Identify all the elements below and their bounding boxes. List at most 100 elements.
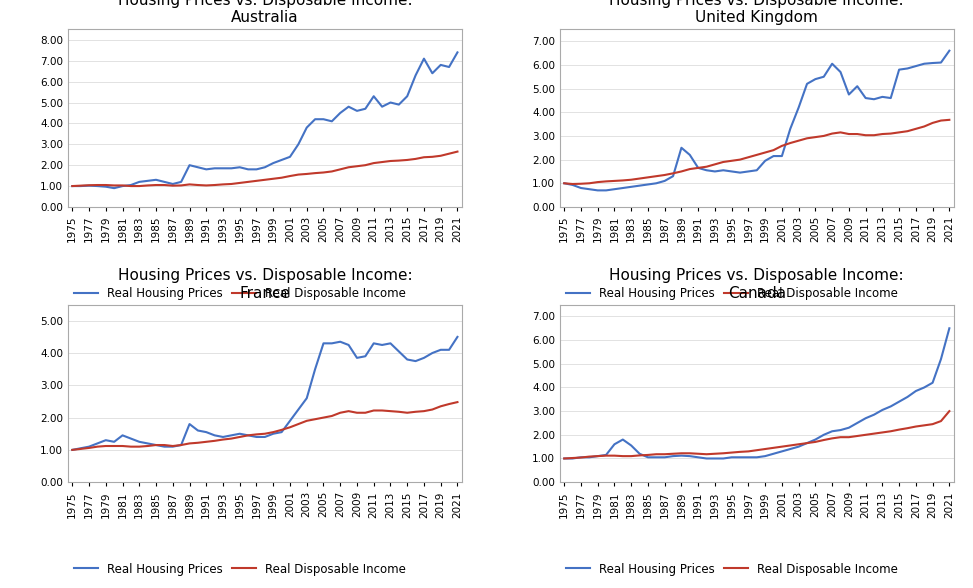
Real Disposable Income — [944, 116, 955, 123]
Real Disposable Income — [91, 182, 103, 189]
Real Disposable Income — [575, 454, 587, 461]
Real Housing Prices — [768, 152, 779, 159]
Real Housing Prices — [884, 95, 896, 102]
Real Housing Prices — [868, 411, 880, 418]
Real Disposable Income — [617, 177, 629, 184]
Real Housing Prices — [768, 450, 779, 457]
Line: Real Disposable Income: Real Disposable Income — [564, 120, 950, 184]
Real Disposable Income — [117, 443, 128, 450]
Real Disposable Income — [667, 170, 679, 177]
Real Housing Prices — [826, 427, 838, 435]
Real Housing Prices — [617, 436, 629, 443]
Real Disposable Income — [893, 426, 905, 433]
Real Disposable Income — [126, 443, 137, 450]
Real Housing Prices — [91, 182, 103, 189]
Real Disposable Income — [309, 169, 321, 176]
Real Housing Prices — [835, 68, 847, 75]
Real Disposable Income — [735, 156, 746, 163]
Real Disposable Income — [451, 148, 463, 155]
Real Disposable Income — [209, 437, 221, 445]
Real Housing Prices — [167, 443, 179, 450]
Real Housing Prices — [566, 182, 578, 189]
Real Disposable Income — [776, 142, 788, 149]
Real Disposable Income — [150, 182, 162, 189]
Real Housing Prices — [884, 403, 896, 410]
Real Disposable Income — [393, 157, 405, 164]
Real Disposable Income — [784, 139, 796, 146]
Real Housing Prices — [259, 433, 270, 440]
Real Housing Prices — [843, 424, 854, 431]
Real Housing Prices — [284, 417, 296, 425]
Real Housing Prices — [659, 178, 670, 185]
Real Disposable Income — [884, 130, 896, 137]
Real Disposable Income — [751, 447, 763, 454]
Real Disposable Income — [284, 172, 296, 179]
Real Housing Prices — [726, 454, 738, 461]
Real Disposable Income — [444, 150, 455, 157]
Real Disposable Income — [342, 163, 354, 171]
Real Disposable Income — [810, 133, 821, 141]
Real Disposable Income — [275, 174, 287, 181]
Real Disposable Income — [384, 407, 396, 415]
Real Housing Prices — [902, 65, 914, 72]
Real Housing Prices — [684, 453, 696, 460]
Real Housing Prices — [84, 443, 95, 450]
Real Disposable Income — [717, 450, 729, 457]
Real Disposable Income — [751, 151, 763, 158]
Real Disposable Income — [608, 452, 620, 459]
Real Disposable Income — [444, 400, 455, 407]
Real Disposable Income — [626, 453, 637, 460]
Real Housing Prices — [826, 60, 838, 67]
Real Housing Prices — [776, 152, 788, 159]
Real Disposable Income — [659, 172, 670, 179]
Real Disposable Income — [293, 171, 305, 178]
Real Housing Prices — [600, 452, 612, 459]
Real Housing Prices — [217, 165, 229, 172]
Real Disposable Income — [801, 440, 812, 447]
Real Disposable Income — [851, 131, 863, 138]
Line: Real Housing Prices: Real Housing Prices — [564, 328, 950, 459]
Real Housing Prices — [301, 124, 312, 131]
Real Housing Prices — [566, 455, 578, 462]
Real Disposable Income — [293, 420, 305, 427]
Real Disposable Income — [100, 443, 112, 450]
Real Housing Prices — [242, 432, 254, 439]
Real Housing Prices — [117, 432, 128, 439]
Real Disposable Income — [368, 159, 379, 166]
Real Disposable Income — [926, 119, 938, 126]
Real Disposable Income — [377, 407, 388, 414]
Real Housing Prices — [384, 340, 396, 347]
Real Housing Prices — [192, 427, 203, 434]
Real Housing Prices — [167, 181, 179, 188]
Real Disposable Income — [759, 149, 771, 156]
Real Housing Prices — [368, 93, 379, 100]
Real Housing Prices — [444, 64, 455, 71]
Real Disposable Income — [902, 425, 914, 432]
Real Housing Prices — [784, 125, 796, 132]
Real Disposable Income — [919, 422, 930, 429]
Real Housing Prices — [810, 436, 821, 443]
Real Housing Prices — [684, 151, 696, 158]
Real Housing Prices — [402, 93, 414, 100]
Real Disposable Income — [926, 420, 938, 427]
Real Disposable Income — [75, 445, 87, 452]
Real Housing Prices — [426, 70, 438, 77]
Real Housing Prices — [84, 182, 95, 189]
Real Disposable Income — [418, 407, 430, 415]
Real Disposable Income — [600, 178, 612, 185]
Real Disposable Income — [675, 450, 687, 457]
Real Housing Prices — [742, 168, 754, 175]
Real Disposable Income — [793, 137, 805, 144]
Line: Real Housing Prices: Real Housing Prices — [564, 51, 950, 191]
Real Disposable Income — [226, 181, 237, 188]
Real Housing Prices — [801, 81, 812, 88]
Real Housing Prices — [626, 442, 637, 449]
Real Housing Prices — [317, 340, 329, 347]
Real Disposable Income — [742, 153, 754, 161]
Real Housing Prices — [693, 165, 704, 172]
Real Housing Prices — [717, 455, 729, 462]
Line: Real Disposable Income: Real Disposable Income — [72, 152, 457, 186]
Real Disposable Income — [75, 182, 87, 189]
Real Disposable Income — [159, 182, 170, 189]
Real Disposable Income — [801, 135, 812, 142]
